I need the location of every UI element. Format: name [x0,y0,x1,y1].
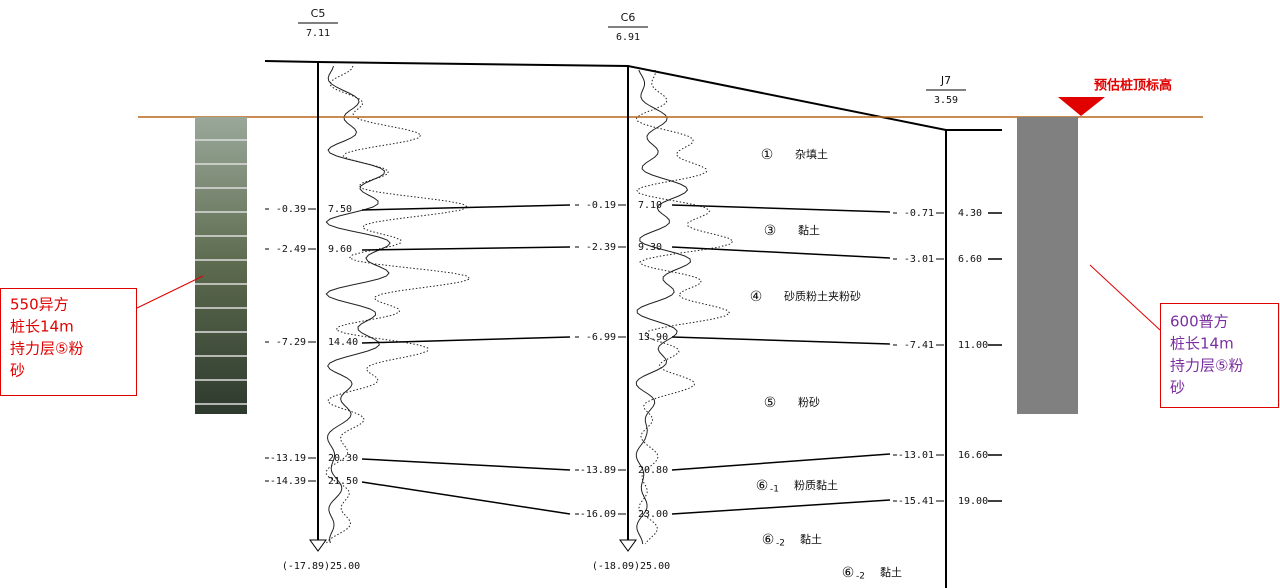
stratum-boundary [671,246,891,259]
cpt-friction-curve [325,65,471,544]
layer-elevation: -7.29 [276,337,306,348]
layer-elevation: -13.01 [898,450,934,461]
layer-depth: 21.50 [328,476,358,487]
stratum-boundary [361,246,571,251]
cpt-cone-curve [635,69,692,545]
layer-elevation: -2.39 [586,242,616,253]
left-note-line: 550异方 [10,296,69,314]
layer-depth: 4.30 [958,208,982,219]
stratum-name: 粉质黏土 [794,478,838,492]
borehole-name: C6 [621,11,636,24]
right-note-leader [1089,264,1161,331]
stratum-name: 黏土 [798,223,820,237]
stratum-name: 粉砂 [798,396,820,409]
layer-elevation: -13.89 [580,465,616,476]
stratum-subscript: -1 [770,485,779,495]
cpt-cone-curve [325,65,391,544]
stratum-symbol: ⑥ [756,478,769,494]
left-pile [195,117,247,414]
stratum-boundary [671,204,891,213]
right-note-line: 砂 [1170,379,1185,397]
borehole-bottom: (-18.09)25.00 [592,561,670,572]
cpt-friction-curve [635,69,734,545]
stratum-name: 黏土 [880,565,902,579]
layer-elevation: -6.99 [586,332,616,343]
borehole-elevation: 7.11 [306,28,330,39]
layer-elevation: -0.71 [904,208,934,219]
layer-depth: 6.60 [958,254,982,265]
layer-depth: 16.60 [958,450,988,461]
borehole-name: J7 [940,74,951,87]
stratum-boundary [361,204,571,211]
layer-elevation: -14.39 [270,476,306,487]
layer-depth: 23.00 [638,509,668,520]
stratum-boundary [671,336,891,345]
stratum-boundary [671,499,891,515]
borehole-arrow [619,539,637,552]
layer-depth: 14.40 [328,337,358,348]
right-pile [1017,117,1078,414]
stratum-name: 砂质粉土夹粉砂 [784,290,861,303]
layer-depth: 13.90 [638,332,668,343]
layer-elevation: -0.19 [586,200,616,211]
ground-line [264,60,1002,131]
stratum-boundary [361,458,571,471]
right-note-box [1160,303,1279,408]
stratum-symbol: ⑤ [764,395,777,411]
stratum-name: 杂填土 [795,147,828,161]
right-note-line: 桩长14m [1170,335,1234,353]
layer-elevation: -13.19 [270,453,306,464]
layer-elevation: -3.01 [904,254,934,265]
layer-depth: 7.50 [328,204,352,215]
layer-depth: 19.00 [958,496,988,507]
stratum-symbol: ⑥ [842,565,855,581]
pile-top-label: 预估桩顶标高 [1094,78,1172,94]
stratum-subscript: -2 [776,539,785,549]
left-note-line: 持力层⑤粉 [10,340,83,358]
pile-top-marker [1058,97,1105,116]
right-note-line: 600普方 [1170,313,1229,331]
stratum-boundary [671,453,891,471]
stratum-symbol: ④ [750,289,763,305]
layer-depth: 11.00 [958,340,988,351]
left-note-leader [136,275,204,309]
layer-depth: 9.60 [328,244,352,255]
layer-depth: 9.30 [638,242,662,253]
layer-elevation: -7.41 [904,340,934,351]
left-note-line: 砂 [10,362,25,380]
layer-depth: 20.80 [638,465,668,476]
stratum-boundary [361,481,571,515]
borehole-elevation: 6.91 [616,32,640,43]
layer-elevation: -0.39 [276,204,306,215]
stratum-symbol: ① [761,147,774,163]
left-note-line: 桩长14m [10,318,74,336]
layer-depth: 20.30 [328,453,358,464]
layer-elevation: -2.49 [276,244,306,255]
right-note-line: 持力层⑤粉 [1170,357,1243,375]
layer-depth: 7.10 [638,200,662,211]
left-note-box [0,288,137,396]
borehole-bottom: (-17.89)25.00 [282,561,360,572]
borehole-name: C5 [311,7,326,20]
stratum-symbol: ⑥ [762,532,775,548]
stratum-boundary [361,336,571,344]
borehole-elevation: 3.59 [934,95,958,106]
stratum-symbol: ③ [764,223,777,239]
layer-elevation: -16.09 [580,509,616,520]
stratum-subscript: -2 [856,572,865,582]
stratum-name: 黏土 [800,532,822,546]
borehole-arrow [309,539,327,552]
layer-elevation: -15.41 [898,496,934,507]
